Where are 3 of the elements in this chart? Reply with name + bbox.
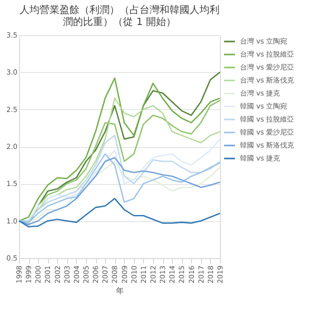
chart-title: 人均營業盈餘（利潤）（占台灣和韓國人均利潤的比重）（從 1 開始）	[20, 4, 220, 28]
x-axis-title: 年	[116, 286, 124, 296]
line-series	[18, 198, 221, 228]
